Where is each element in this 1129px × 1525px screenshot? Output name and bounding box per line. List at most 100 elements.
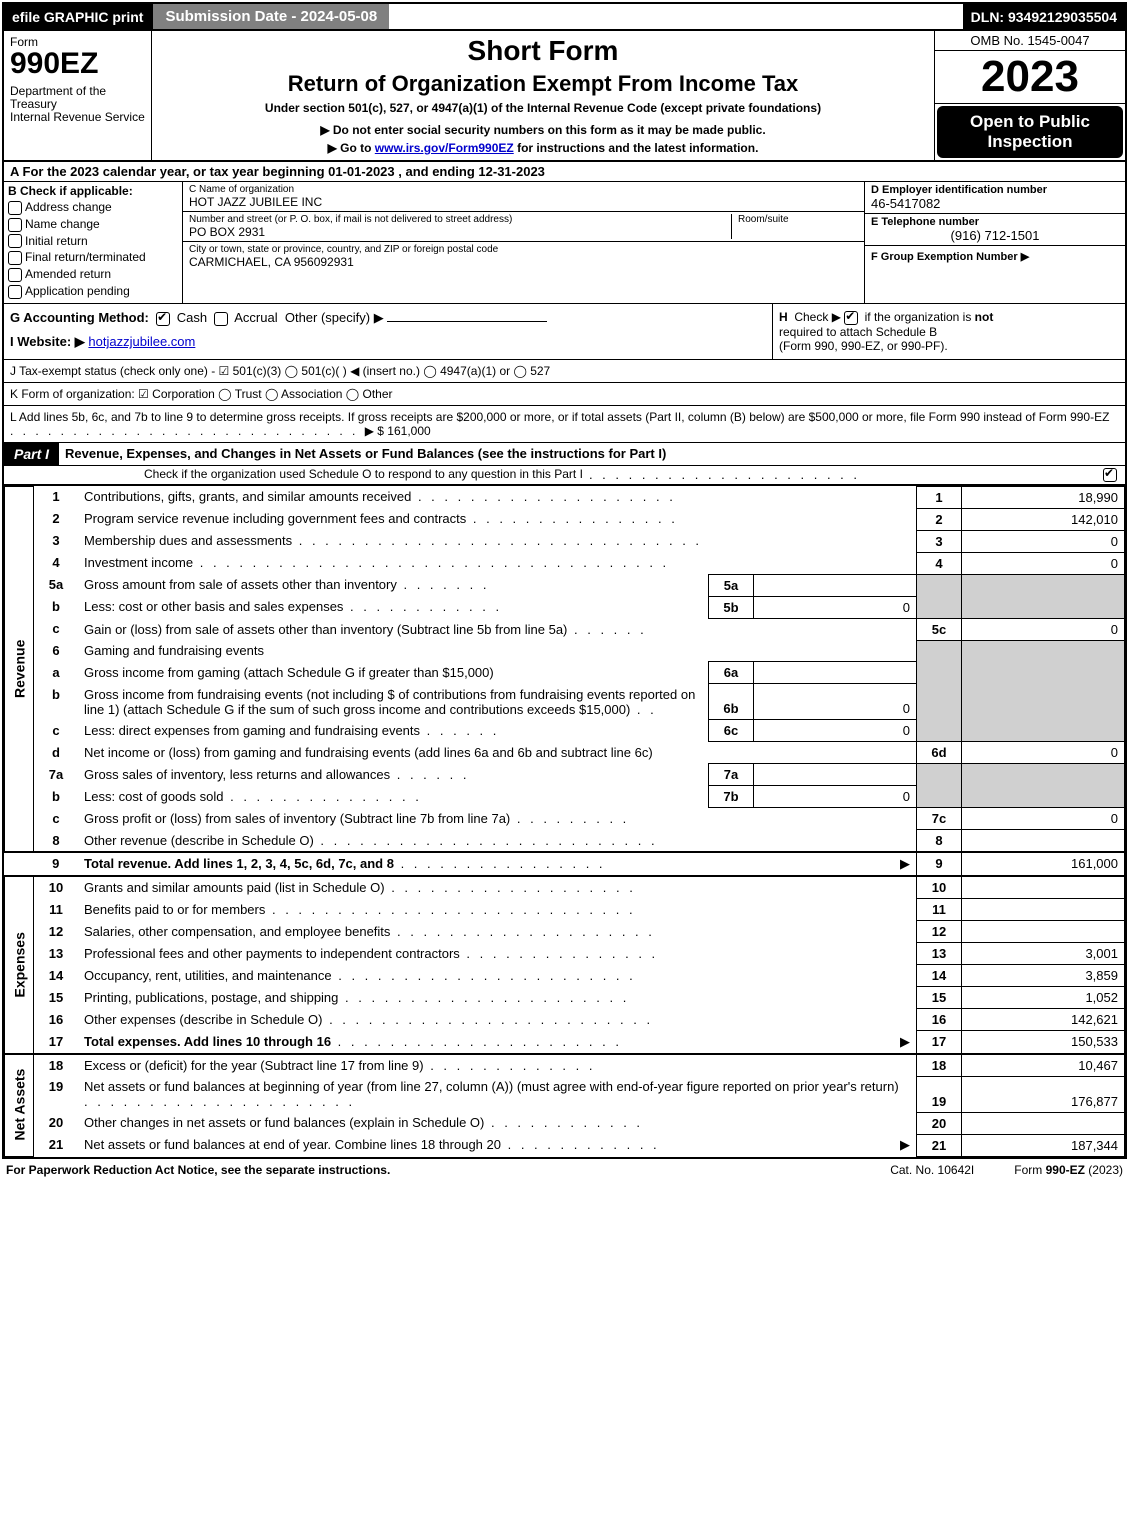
header-mid: Short Form Return of Organization Exempt… — [152, 31, 934, 160]
rn-15: 15 — [917, 987, 962, 1009]
rv-5a-shade — [962, 574, 1125, 596]
rv-7c: 0 — [962, 808, 1125, 830]
box-b: B Check if applicable: Address change Na… — [4, 182, 183, 303]
rn-18: 18 — [917, 1054, 962, 1077]
rn-4: 4 — [917, 552, 962, 574]
header-row: Form 990EZ Department of the Treasury In… — [4, 31, 1125, 162]
chk-address-change[interactable]: Address change — [8, 200, 178, 215]
ln-15: 15 — [34, 987, 79, 1009]
rn-2: 2 — [917, 508, 962, 530]
return-org-title: Return of Organization Exempt From Incom… — [156, 71, 930, 97]
desc-5a: Gross amount from sale of assets other t… — [78, 574, 709, 596]
chk-cash[interactable] — [156, 312, 170, 326]
desc-19: Net assets or fund balances at beginning… — [78, 1076, 917, 1112]
desc-17: Total expenses. Add lines 10 through 16 … — [78, 1031, 917, 1054]
rn-6b-shade — [917, 684, 962, 720]
do-not-text: ▶ Do not enter social security numbers o… — [156, 123, 930, 137]
goto-post: for instructions and the latest informat… — [514, 141, 759, 155]
rv-4: 0 — [962, 552, 1125, 574]
rn-7c: 7c — [917, 808, 962, 830]
header-right: OMB No. 1545-0047 2023 Open to Public In… — [934, 31, 1125, 160]
sv-6a — [754, 662, 917, 684]
part1-sub: Check if the organization used Schedule … — [4, 467, 589, 483]
side-revenue: Revenue — [5, 486, 34, 852]
ln-1: 1 — [34, 486, 79, 508]
footer-center: Cat. No. 10642I — [850, 1163, 1014, 1177]
ln-20: 20 — [34, 1112, 79, 1134]
website-link[interactable]: hotjazzjubilee.com — [88, 334, 195, 349]
gh-block: G Accounting Method: Cash Accrual Other … — [4, 304, 1125, 360]
desc-5b: Less: cost or other basis and sales expe… — [78, 596, 709, 618]
goto-text: ▶ Go to www.irs.gov/Form990EZ for instru… — [156, 141, 930, 155]
rv-12 — [962, 921, 1125, 943]
rv-10 — [962, 876, 1125, 899]
desc-8: Other revenue (describe in Schedule O) .… — [78, 830, 917, 853]
form-container: efile GRAPHIC print Submission Date - 20… — [2, 2, 1127, 1159]
page-footer: For Paperwork Reduction Act Notice, see … — [0, 1161, 1129, 1179]
ln-17: 17 — [34, 1031, 79, 1054]
ln-4: 4 — [34, 552, 79, 574]
desc-20: Other changes in net assets or fund bala… — [78, 1112, 917, 1134]
rn-12: 12 — [917, 921, 962, 943]
c-addr-label: Number and street (or P. O. box, if mail… — [189, 214, 731, 225]
chk-accrual[interactable] — [214, 312, 228, 326]
h-label: H — [779, 310, 788, 324]
rn-17: 17 — [917, 1031, 962, 1054]
ln-14: 14 — [34, 965, 79, 987]
desc-18: Excess or (deficit) for the year (Subtra… — [78, 1054, 917, 1077]
ln-7a: 7a — [34, 764, 79, 786]
l-dots: . . . . . . . . . . . . . . . . . . . . … — [10, 424, 365, 438]
rn-10: 10 — [917, 876, 962, 899]
box-b-head: B Check if applicable: — [8, 184, 178, 198]
rv-6a-shade — [962, 662, 1125, 684]
sc-6c: 6c — [709, 720, 754, 742]
chk-amended-return[interactable]: Amended return — [8, 267, 178, 282]
other-blank[interactable] — [387, 321, 547, 322]
l-gross-receipts: L Add lines 5b, 6c, and 7b to line 9 to … — [4, 406, 1125, 443]
rv-1: 18,990 — [962, 486, 1125, 508]
rv-2: 142,010 — [962, 508, 1125, 530]
sc-5b: 5b — [709, 596, 754, 618]
g-label: G Accounting Method: — [10, 310, 149, 325]
h-right: H Check ▶ if the organization is not req… — [772, 304, 1125, 359]
desc-4: Investment income . . . . . . . . . . . … — [78, 552, 917, 574]
desc-16: Other expenses (describe in Schedule O) … — [78, 1009, 917, 1031]
rv-5b-shade — [962, 596, 1125, 618]
rv-21: 187,344 — [962, 1134, 1125, 1156]
box-c: C Name of organization HOT JAZZ JUBILEE … — [183, 182, 864, 303]
submission-date: Submission Date - 2024-05-08 — [151, 4, 389, 29]
ln-2: 2 — [34, 508, 79, 530]
chk-name-change[interactable]: Name change — [8, 217, 178, 232]
efile-button[interactable]: efile GRAPHIC print — [4, 4, 151, 29]
cash-label: Cash — [177, 310, 207, 325]
goto-link[interactable]: www.irs.gov/Form990EZ — [375, 141, 514, 155]
rn-19: 19 — [917, 1076, 962, 1112]
c-room-label: Room/suite — [738, 214, 858, 225]
rv-5c: 0 — [962, 618, 1125, 640]
main-table: Revenue 1 Contributions, gifts, grants, … — [4, 486, 1125, 1157]
rv-6d: 0 — [962, 742, 1125, 764]
chk-initial-return[interactable]: Initial return — [8, 234, 178, 249]
chk-application-pending[interactable]: Application pending — [8, 284, 178, 299]
c-name-label: C Name of organization — [189, 184, 858, 195]
c-city-value: CARMICHAEL, CA 956092931 — [189, 255, 858, 269]
chk-schedule-b[interactable] — [844, 311, 858, 325]
ln-6d: d — [34, 742, 79, 764]
d-ein-label: D Employer identification number — [871, 184, 1119, 196]
rn-20: 20 — [917, 1112, 962, 1134]
rn-13: 13 — [917, 943, 962, 965]
rv-16: 142,621 — [962, 1009, 1125, 1031]
ln-6: 6 — [34, 640, 79, 662]
bf-block: B Check if applicable: Address change Na… — [4, 182, 1125, 304]
rn-9: 9 — [917, 852, 962, 876]
chk-final-return[interactable]: Final return/terminated — [8, 250, 178, 265]
ln-10: 10 — [34, 876, 79, 899]
rv-3: 0 — [962, 530, 1125, 552]
short-form-title: Short Form — [156, 35, 930, 67]
rn-5a-shade — [917, 574, 962, 596]
sc-5a: 5a — [709, 574, 754, 596]
desc-3: Membership dues and assessments . . . . … — [78, 530, 917, 552]
chk-schedule-o[interactable] — [1103, 468, 1117, 482]
under-section-text: Under section 501(c), 527, or 4947(a)(1)… — [156, 101, 930, 115]
g-left: G Accounting Method: Cash Accrual Other … — [4, 304, 772, 359]
